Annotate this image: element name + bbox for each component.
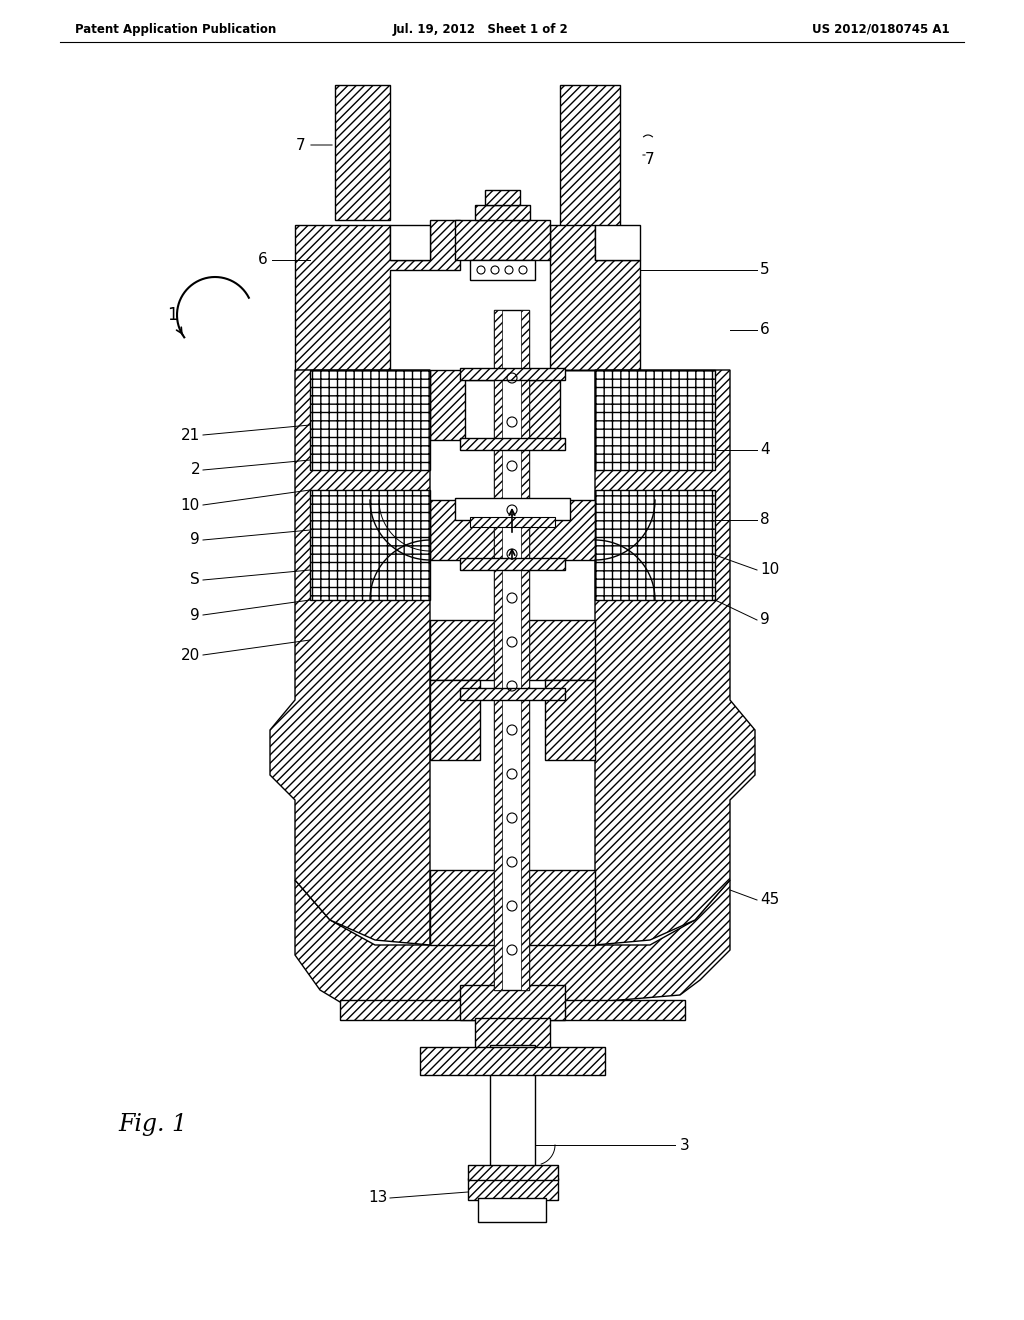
Text: 8: 8 [760,512,770,528]
Polygon shape [550,224,640,370]
Bar [595,490,715,601]
Bar [521,310,529,990]
Text: 9: 9 [760,612,770,627]
Bar [470,517,555,527]
Text: Fig. 1: Fig. 1 [118,1114,187,1137]
Polygon shape [335,84,390,220]
Polygon shape [560,84,620,235]
Bar [455,498,570,520]
Text: Jul. 19, 2012   Sheet 1 of 2: Jul. 19, 2012 Sheet 1 of 2 [392,22,568,36]
Polygon shape [525,620,595,680]
Text: 9: 9 [190,532,200,548]
Polygon shape [525,500,595,560]
Polygon shape [545,680,595,760]
Text: 10: 10 [181,498,200,512]
Bar [310,370,430,470]
Polygon shape [430,500,500,560]
Bar [475,1018,550,1049]
Bar [470,260,535,280]
Text: 2: 2 [190,462,200,478]
Polygon shape [595,224,640,260]
Bar [420,1047,605,1074]
Polygon shape [525,370,595,440]
Polygon shape [485,190,520,205]
Bar [460,558,565,570]
Polygon shape [455,205,550,260]
Text: 3: 3 [680,1138,690,1152]
Polygon shape [340,1001,685,1020]
Bar [595,370,715,470]
Text: 21: 21 [181,428,200,442]
Text: 1: 1 [167,306,178,323]
Bar [460,368,565,380]
Bar [494,310,529,990]
Bar [494,310,502,990]
Polygon shape [595,370,755,945]
Bar [478,1199,546,1222]
Text: Patent Application Publication: Patent Application Publication [75,22,276,36]
Polygon shape [525,870,595,945]
Text: 6: 6 [258,252,268,268]
Text: US 2012/0180745 A1: US 2012/0180745 A1 [812,22,950,36]
Polygon shape [430,870,500,945]
Polygon shape [430,370,500,440]
Text: 4: 4 [760,442,770,458]
Bar [468,1166,558,1180]
Polygon shape [295,220,460,370]
Bar [468,1177,558,1200]
Bar [460,688,565,700]
Text: 7: 7 [295,137,305,153]
Text: 13: 13 [369,1191,388,1205]
Text: 6: 6 [760,322,770,338]
Text: 5: 5 [760,263,770,277]
Bar [310,490,430,601]
Bar [460,985,565,1020]
Text: 45: 45 [760,892,779,908]
Polygon shape [430,620,500,680]
Bar [460,438,565,450]
Polygon shape [390,224,430,260]
Text: 20: 20 [181,648,200,663]
Polygon shape [295,880,730,1020]
Text: S: S [190,573,200,587]
Polygon shape [430,680,480,760]
Text: 10: 10 [760,562,779,578]
Bar [490,1045,535,1180]
Polygon shape [475,205,530,220]
Polygon shape [270,370,430,945]
Text: 9: 9 [190,607,200,623]
Text: 7: 7 [645,153,654,168]
